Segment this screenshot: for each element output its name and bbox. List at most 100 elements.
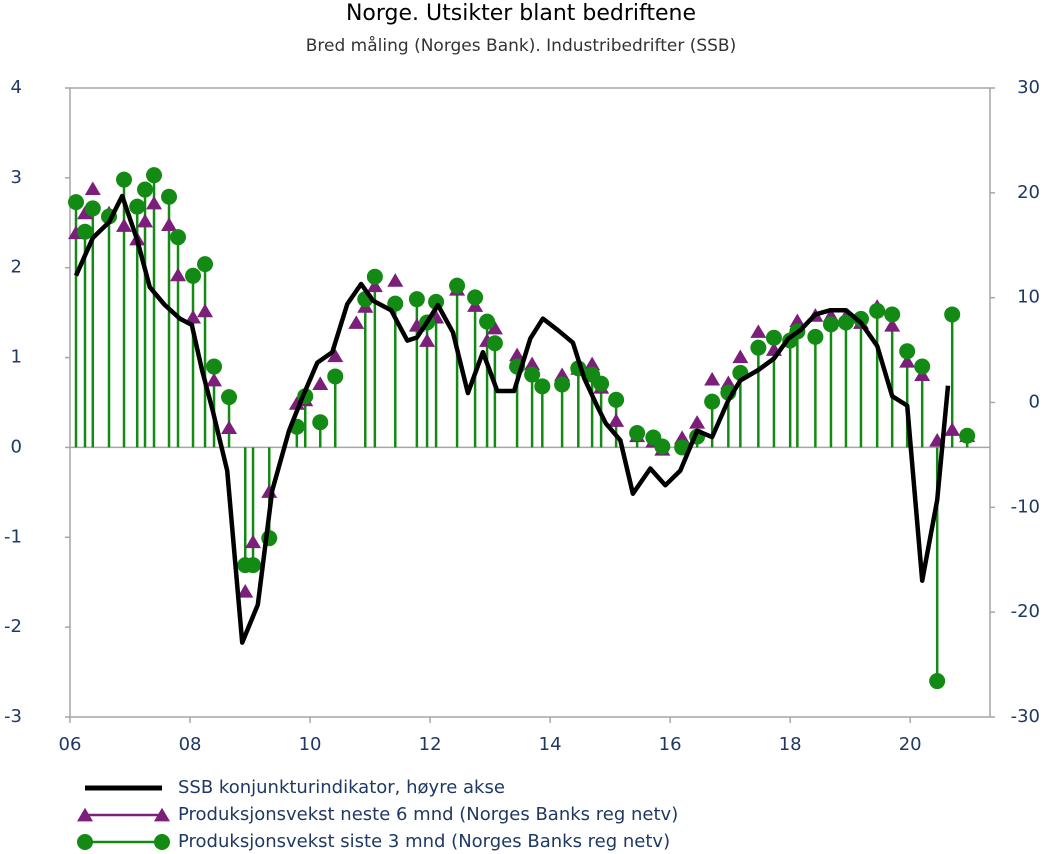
triangle-marker	[366, 278, 383, 293]
circle-marker	[68, 194, 85, 211]
triangle-marker	[884, 318, 901, 332]
circle-marker	[750, 339, 767, 356]
y2-tick-label: 30	[1017, 77, 1040, 98]
circle-marker	[479, 313, 496, 330]
circle-marker	[629, 425, 646, 442]
triangle-marker	[509, 347, 526, 362]
y-tick-label: -3	[4, 706, 22, 727]
circle-marker	[554, 376, 571, 393]
circle-marker	[486, 335, 503, 352]
y2-tick-label: 0	[1029, 392, 1040, 413]
triangle-marker	[84, 181, 101, 196]
legend-label: Produksjonsvekst neste 6 mnd (Norges Ban…	[178, 804, 678, 825]
circle-marker	[869, 302, 886, 319]
triangle-marker	[704, 371, 721, 386]
triangle-marker	[944, 422, 961, 436]
circle-marker	[765, 329, 782, 346]
legend-marker	[77, 807, 93, 822]
legend-label: SSB konjunkturindikator, høyre akse	[178, 777, 505, 798]
circle-marker	[312, 414, 329, 431]
x-tick-label: 10	[299, 734, 322, 755]
y-tick-label: 2	[11, 257, 22, 278]
circle-marker	[593, 375, 610, 392]
circle-marker	[524, 366, 541, 383]
triangle-marker	[206, 372, 223, 387]
y2-tick-label: -30	[1011, 706, 1040, 727]
circle-marker	[837, 314, 854, 331]
y-tick-label: 0	[11, 436, 22, 457]
circle-marker	[366, 268, 383, 285]
y2-tick-label: -10	[1011, 496, 1040, 517]
circle-marker	[852, 310, 869, 327]
x-tick-label: 06	[59, 734, 82, 755]
circle-marker	[197, 256, 214, 273]
circle-marker	[185, 267, 202, 284]
y-tick-label: -2	[4, 616, 22, 637]
y-tick-label: -1	[4, 526, 22, 547]
x-tick-label: 14	[539, 734, 562, 755]
x-tick-label: 20	[899, 734, 922, 755]
circle-marker	[84, 200, 101, 217]
triangle-marker	[77, 205, 94, 220]
circle-marker	[807, 328, 824, 345]
triangle-marker	[732, 349, 749, 364]
triangle-marker	[689, 415, 706, 429]
circle-marker	[206, 358, 223, 375]
circle-marker	[170, 229, 187, 246]
circle-marker	[929, 673, 946, 690]
circle-marker	[959, 427, 976, 444]
triangle-marker	[419, 333, 436, 347]
legend-marker	[77, 834, 93, 850]
circle-marker	[534, 378, 551, 395]
circle-marker	[822, 316, 839, 333]
x-tick-label: 16	[659, 734, 682, 755]
triangle-marker	[789, 313, 806, 328]
circle-marker	[221, 389, 238, 406]
chart-title: Norge. Utsikter blant bedriftene	[346, 1, 696, 26]
circle-marker	[704, 393, 721, 410]
triangle-marker	[116, 218, 133, 232]
circle-marker	[408, 291, 425, 308]
y-tick-label: 4	[11, 77, 22, 98]
circle-marker	[327, 368, 344, 385]
triangle-marker	[245, 534, 262, 549]
y2-tick-label: -20	[1011, 601, 1040, 622]
plot-frame	[69, 87, 991, 718]
triangle-marker	[146, 195, 163, 210]
legend-marker	[154, 834, 170, 850]
x-tick-label: 08	[179, 734, 202, 755]
y2-tick-label: 10	[1017, 287, 1040, 308]
circle-marker	[137, 181, 154, 198]
triangle-marker	[327, 348, 344, 363]
x-tick-label: 18	[779, 734, 802, 755]
triangle-marker	[197, 303, 214, 318]
triangle-marker	[170, 267, 187, 282]
triangle-marker	[524, 356, 541, 371]
indicator-line	[73, 193, 951, 645]
legend-label: Produksjonsvekst siste 3 mnd (Norges Ban…	[178, 831, 670, 852]
circle-marker	[449, 277, 466, 294]
circle-marker	[608, 391, 625, 408]
circle-marker	[146, 167, 163, 184]
triangle-marker	[387, 273, 404, 287]
x-tick-label: 12	[419, 734, 442, 755]
triangle-marker	[161, 217, 178, 231]
circle-marker	[129, 198, 146, 215]
legend-marker	[154, 807, 170, 822]
circle-marker	[387, 295, 404, 312]
circle-marker	[467, 289, 484, 306]
chart-subtitle: Bred måling (Norges Bank). Industribedri…	[306, 35, 736, 56]
triangle-marker	[584, 356, 601, 371]
y2-tick-label: 20	[1017, 182, 1040, 203]
circle-marker	[116, 171, 133, 188]
circle-marker	[245, 557, 262, 574]
y-tick-label: 3	[11, 167, 22, 188]
triangle-marker	[137, 213, 154, 228]
circle-marker	[161, 188, 178, 205]
triangle-marker	[486, 320, 503, 335]
triangle-marker	[608, 413, 625, 427]
y-tick-label: 1	[11, 347, 22, 368]
triangle-marker	[185, 309, 202, 324]
triangle-marker	[899, 353, 916, 368]
